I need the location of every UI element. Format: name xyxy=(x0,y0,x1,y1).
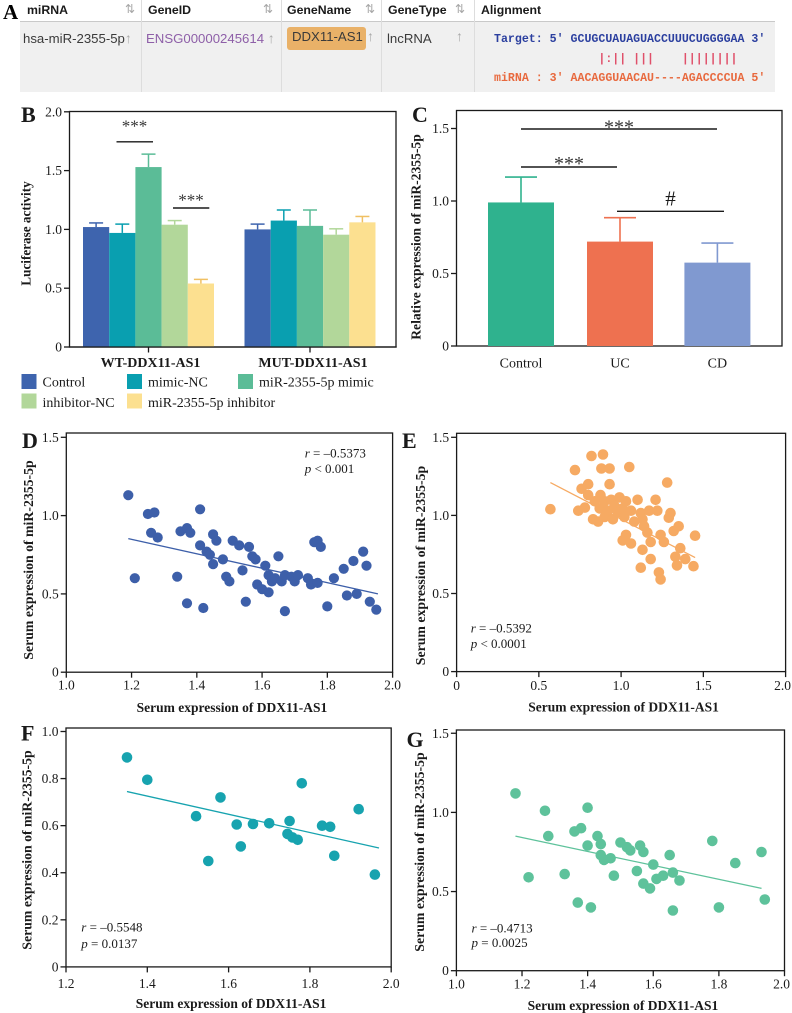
svg-text:UC: UC xyxy=(610,357,629,372)
svg-text:1.6: 1.6 xyxy=(220,976,237,991)
svg-text:miR-2355-5p inhibitor: miR-2355-5p inhibitor xyxy=(148,396,276,411)
svg-text:1.5: 1.5 xyxy=(695,678,712,693)
svg-text:1.0: 1.0 xyxy=(432,508,449,523)
svg-text:0: 0 xyxy=(52,959,59,974)
svg-text:F: F xyxy=(21,721,34,746)
svg-text:r = –0.5548: r = –0.5548 xyxy=(81,920,142,935)
svg-text:0.2: 0.2 xyxy=(42,912,59,927)
svg-text:#: # xyxy=(665,187,676,211)
svg-text:Serum expression of DDX11-AS1: Serum expression of DDX11-AS1 xyxy=(528,998,719,1013)
svg-text:r = –0.4713: r = –0.4713 xyxy=(472,920,533,935)
svg-text:0: 0 xyxy=(52,665,59,680)
svg-text:1.0: 1.0 xyxy=(613,678,630,693)
svg-text:1.0: 1.0 xyxy=(432,805,449,820)
svg-text:1.5: 1.5 xyxy=(432,430,449,445)
svg-text:E: E xyxy=(402,428,417,453)
svg-text:0.5: 0.5 xyxy=(45,281,62,296)
svg-text:inhibitor-NC: inhibitor-NC xyxy=(43,396,115,411)
svg-text:1.4: 1.4 xyxy=(139,976,156,991)
svg-text:Serum expression of miR-2355-5: Serum expression of miR-2355-5p xyxy=(20,750,35,950)
svg-text:0.5: 0.5 xyxy=(530,678,547,693)
svg-text:r = –0.5392: r = –0.5392 xyxy=(471,621,532,636)
svg-text:1.6: 1.6 xyxy=(645,976,662,991)
svg-text:0: 0 xyxy=(442,963,449,978)
svg-text:1.0: 1.0 xyxy=(42,724,59,739)
svg-text:Serum expression of miR-2355-5: Serum expression of miR-2355-5p xyxy=(21,460,36,660)
svg-text:0.6: 0.6 xyxy=(42,818,59,833)
svg-text:G: G xyxy=(407,727,424,752)
svg-text:p < 0.001: p < 0.001 xyxy=(304,461,355,476)
svg-text:Serum expression of miR-2355-5: Serum expression of miR-2355-5p xyxy=(412,752,427,952)
svg-text:1.8: 1.8 xyxy=(710,976,727,991)
svg-text:2.0: 2.0 xyxy=(773,976,790,991)
svg-text:1.2: 1.2 xyxy=(123,678,140,693)
svg-text:0.5: 0.5 xyxy=(42,586,59,601)
svg-text:mimic-NC: mimic-NC xyxy=(148,376,208,391)
svg-text:1.5: 1.5 xyxy=(432,121,449,136)
svg-text:Control: Control xyxy=(500,357,543,372)
svg-text:Relative expression of miR-235: Relative expression of miR-2355-5p xyxy=(409,134,424,340)
svg-text:Luciferase activity: Luciferase activity xyxy=(19,181,34,286)
svg-text:1.2: 1.2 xyxy=(58,976,75,991)
svg-text:p = 0.0137: p = 0.0137 xyxy=(80,936,138,951)
svg-text:0: 0 xyxy=(442,339,449,354)
svg-text:1.4: 1.4 xyxy=(579,976,596,991)
svg-text:2.0: 2.0 xyxy=(383,976,400,991)
svg-text:1.5: 1.5 xyxy=(45,163,62,178)
svg-text:0: 0 xyxy=(442,664,449,679)
svg-text:Serum expression of miR-2355-5: Serum expression of miR-2355-5p xyxy=(413,465,428,665)
svg-text:miR-2355-5p mimic: miR-2355-5p mimic xyxy=(259,376,374,391)
svg-text:Serum expression of DDX11-AS1: Serum expression of DDX11-AS1 xyxy=(528,700,719,715)
svg-text:WT-DDX11-AS1: WT-DDX11-AS1 xyxy=(101,356,201,371)
svg-text:0.5: 0.5 xyxy=(432,266,449,281)
svg-text:1.4: 1.4 xyxy=(188,678,205,693)
svg-text:0: 0 xyxy=(55,340,62,355)
svg-text:r = –0.5373: r = –0.5373 xyxy=(305,446,366,461)
svg-text:Serum expression of DDX11-AS1: Serum expression of DDX11-AS1 xyxy=(136,996,327,1011)
svg-text:0.5: 0.5 xyxy=(432,586,449,601)
svg-text:2.0: 2.0 xyxy=(45,104,62,119)
svg-text:Control: Control xyxy=(43,376,86,391)
svg-text:1.2: 1.2 xyxy=(514,976,531,991)
svg-text:***: *** xyxy=(122,117,148,136)
svg-text:1.0: 1.0 xyxy=(448,976,465,991)
svg-text:B: B xyxy=(21,102,36,127)
svg-text:p = 0.0025: p = 0.0025 xyxy=(471,935,528,950)
svg-text:p < 0.0001: p < 0.0001 xyxy=(470,636,527,651)
svg-text:1.5: 1.5 xyxy=(42,430,59,445)
svg-text:1.0: 1.0 xyxy=(45,222,62,237)
svg-text:1.8: 1.8 xyxy=(301,976,318,991)
svg-text:1.0: 1.0 xyxy=(58,678,75,693)
svg-text:1.8: 1.8 xyxy=(319,678,336,693)
svg-text:0.5: 0.5 xyxy=(432,884,449,899)
svg-text:2.0: 2.0 xyxy=(384,678,401,693)
svg-text:D: D xyxy=(22,428,38,453)
svg-text:Serum expression of DDX11-AS1: Serum expression of DDX11-AS1 xyxy=(137,700,328,715)
svg-text:1.6: 1.6 xyxy=(254,678,271,693)
svg-text:***: *** xyxy=(554,153,584,175)
svg-text:0.4: 0.4 xyxy=(42,865,59,880)
svg-text:***: *** xyxy=(178,191,204,210)
svg-text:1.0: 1.0 xyxy=(42,508,59,523)
svg-text:***: *** xyxy=(604,117,634,139)
svg-text:1.5: 1.5 xyxy=(432,726,449,741)
svg-text:2.0: 2.0 xyxy=(774,678,791,693)
svg-text:0.8: 0.8 xyxy=(42,771,59,786)
svg-text:0: 0 xyxy=(453,678,460,693)
svg-text:1.0: 1.0 xyxy=(432,194,449,209)
svg-text:C: C xyxy=(412,102,428,127)
svg-text:CD: CD xyxy=(708,357,727,372)
svg-text:MUT-DDX11-AS1: MUT-DDX11-AS1 xyxy=(258,356,367,371)
